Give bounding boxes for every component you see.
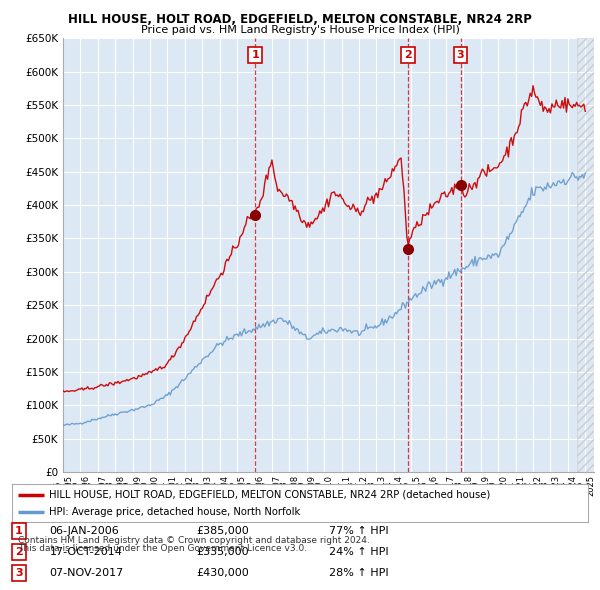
Text: HILL HOUSE, HOLT ROAD, EDGEFIELD, MELTON CONSTABLE, NR24 2RP: HILL HOUSE, HOLT ROAD, EDGEFIELD, MELTON… (68, 13, 532, 26)
Text: HILL HOUSE, HOLT ROAD, EDGEFIELD, MELTON CONSTABLE, NR24 2RP (detached house): HILL HOUSE, HOLT ROAD, EDGEFIELD, MELTON… (49, 490, 491, 500)
Text: 3: 3 (15, 568, 23, 578)
Text: 2: 2 (404, 50, 412, 60)
Text: £335,000: £335,000 (196, 547, 249, 557)
Text: 06-JAN-2006: 06-JAN-2006 (49, 526, 119, 536)
Text: 07-NOV-2017: 07-NOV-2017 (49, 568, 124, 578)
Text: This data is licensed under the Open Government Licence v3.0.: This data is licensed under the Open Gov… (18, 544, 307, 553)
Text: 2: 2 (15, 547, 23, 557)
Text: 24% ↑ HPI: 24% ↑ HPI (329, 547, 388, 557)
Text: 1: 1 (15, 526, 23, 536)
Text: 1: 1 (251, 50, 259, 60)
Text: 17-OCT-2014: 17-OCT-2014 (49, 547, 122, 557)
Text: 28% ↑ HPI: 28% ↑ HPI (329, 568, 388, 578)
Text: Contains HM Land Registry data © Crown copyright and database right 2024.: Contains HM Land Registry data © Crown c… (18, 536, 370, 545)
Text: 3: 3 (457, 50, 464, 60)
Text: £385,000: £385,000 (196, 526, 249, 536)
Text: 77% ↑ HPI: 77% ↑ HPI (329, 526, 388, 536)
Text: £430,000: £430,000 (196, 568, 249, 578)
Text: HPI: Average price, detached house, North Norfolk: HPI: Average price, detached house, Nort… (49, 507, 301, 517)
Text: Price paid vs. HM Land Registry's House Price Index (HPI): Price paid vs. HM Land Registry's House … (140, 25, 460, 35)
